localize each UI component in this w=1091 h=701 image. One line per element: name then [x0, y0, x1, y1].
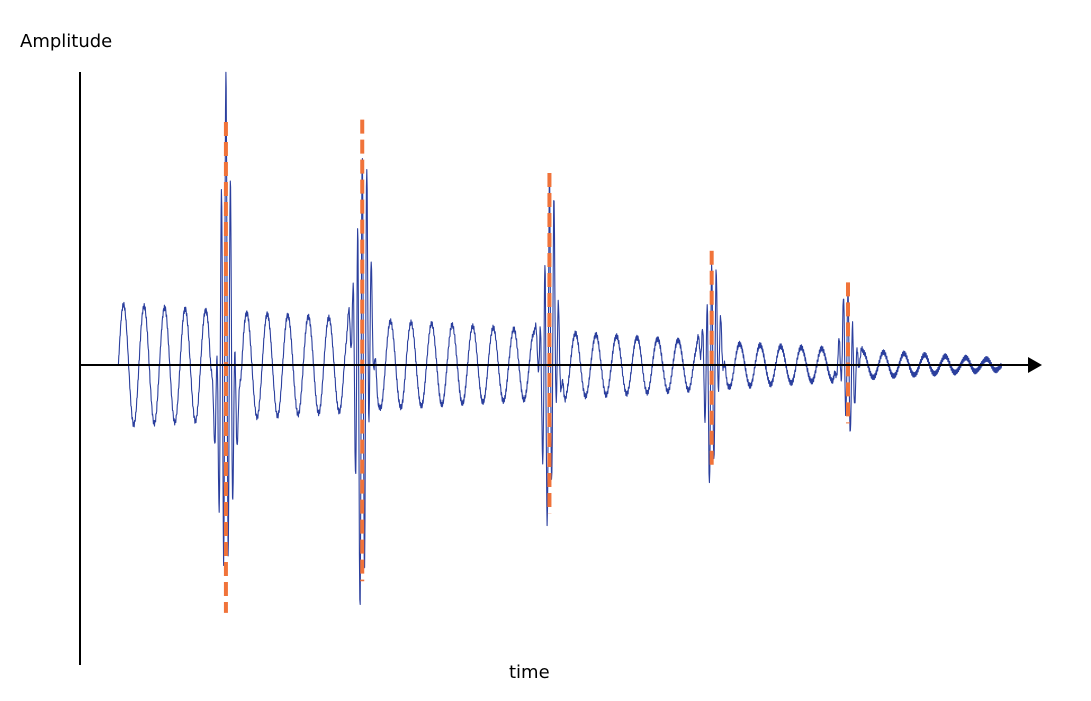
x-axis-label: time	[509, 662, 550, 683]
waveform-line	[117, 71, 1003, 606]
axes	[79, 72, 1042, 665]
waveform-series	[117, 71, 1003, 606]
peak-markers	[223, 119, 850, 613]
x-axis-arrowhead	[1028, 357, 1042, 373]
y-axis-label: Amplitude	[20, 31, 113, 52]
